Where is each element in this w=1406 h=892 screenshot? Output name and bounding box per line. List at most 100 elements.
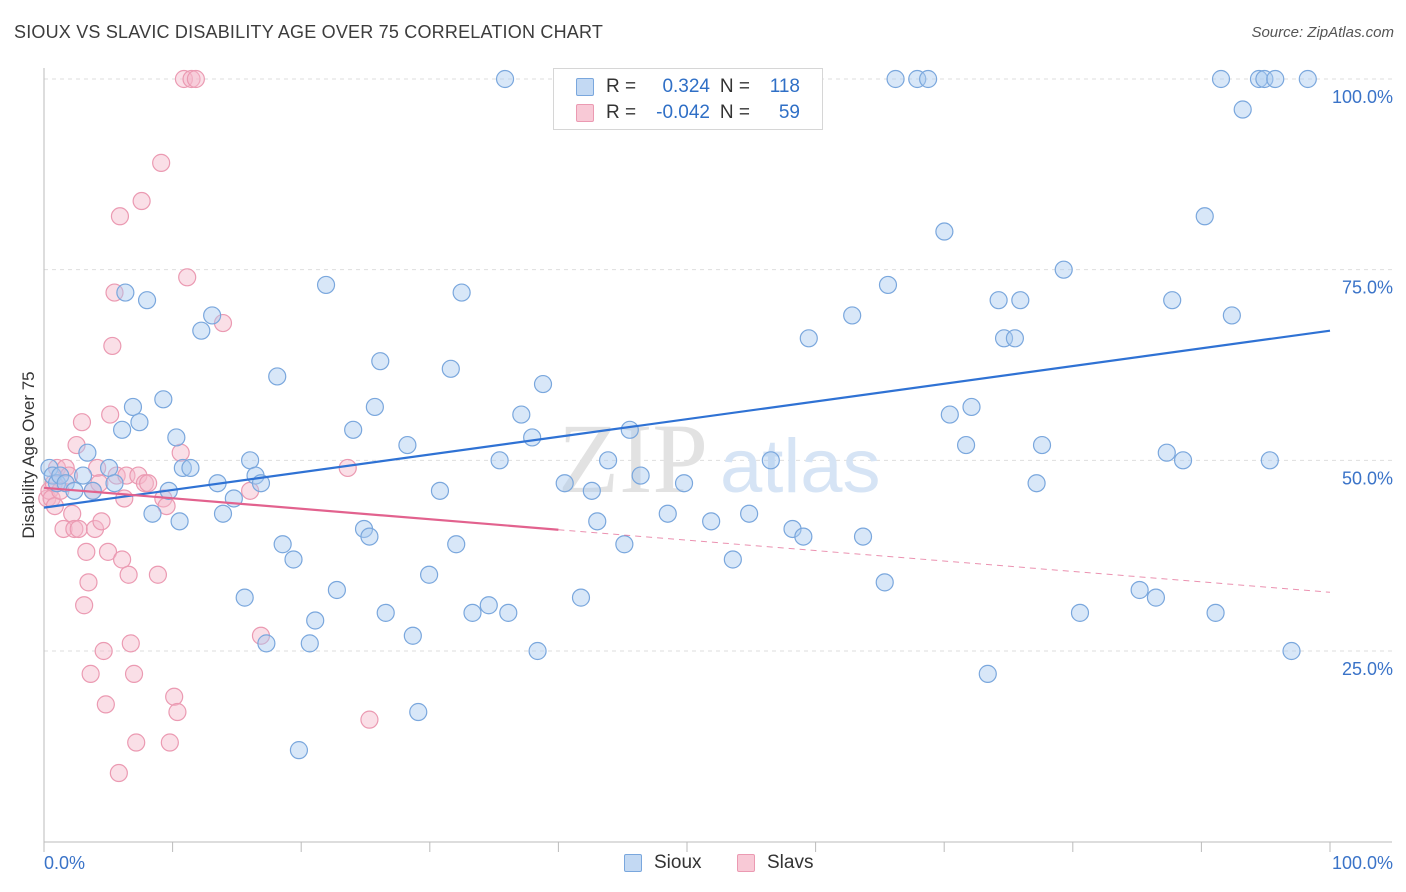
- sioux-point: [213, 504, 233, 523]
- sioux-point: [344, 420, 363, 439]
- slavs-point: [186, 69, 205, 89]
- sioux-point: [327, 580, 346, 600]
- sioux-point: [420, 565, 439, 584]
- slavs-trend-extension: [558, 529, 1331, 593]
- legend-item-sioux[interactable]: Sioux: [624, 852, 702, 874]
- slavs-point: [129, 466, 148, 485]
- sioux-point: [956, 435, 976, 455]
- axes: [43, 68, 1392, 852]
- sioux-point: [1249, 69, 1269, 89]
- legend-row-sioux: R = 0.324 N = 118: [576, 75, 800, 99]
- sioux-trend-line: [43, 329, 1331, 509]
- slavs-point: [79, 573, 98, 592]
- sioux-point: [940, 405, 959, 424]
- sioux-point: [799, 329, 818, 348]
- sioux-point: [376, 603, 395, 622]
- sioux-point: [268, 367, 287, 386]
- slavs-point: [65, 519, 84, 539]
- sioux-point: [582, 481, 601, 500]
- watermark-atlas: atlas: [720, 424, 881, 509]
- sioux-point: [761, 451, 780, 470]
- sioux-point: [398, 435, 417, 455]
- n-label: N =: [719, 76, 750, 97]
- sioux-point: [1255, 69, 1274, 89]
- sioux-point: [533, 374, 553, 394]
- y-tick-label: 75.0%: [1342, 278, 1393, 298]
- slavs-point: [105, 283, 124, 302]
- slavs-point: [168, 702, 187, 722]
- sioux-point: [1005, 329, 1024, 348]
- slavs-point: [160, 733, 179, 752]
- y-tick-label: 50.0%: [1342, 468, 1393, 488]
- n-value: 118: [769, 76, 800, 97]
- sioux-point: [702, 512, 721, 531]
- sioux-point: [192, 321, 211, 340]
- slavs-point: [119, 565, 138, 584]
- slavs-point: [77, 542, 96, 561]
- slavs-legend-label: Slavs: [767, 852, 814, 873]
- slavs-point: [54, 519, 73, 539]
- sioux-point: [170, 512, 189, 531]
- sioux-point: [1195, 207, 1214, 226]
- grid-lines: [44, 78, 1392, 652]
- sioux-point: [130, 413, 149, 432]
- r-value: -0.042: [656, 102, 710, 123]
- sioux-point: [365, 397, 384, 417]
- tick-labels: 25.0% 50.0% 75.0% 100.0% 0.0% 100.0%: [44, 87, 1393, 873]
- sioux-point: [1011, 291, 1030, 310]
- sioux-point: [203, 306, 222, 325]
- sioux-point: [1266, 69, 1285, 89]
- sioux-point: [1130, 580, 1149, 600]
- sioux-point: [490, 451, 509, 470]
- sioux-point: [137, 291, 157, 310]
- r-value: 0.324: [662, 76, 710, 97]
- sioux-point: [154, 390, 173, 409]
- sioux-point: [441, 359, 460, 378]
- slavs-point: [178, 268, 197, 287]
- sioux-point: [316, 275, 336, 295]
- sioux-point: [935, 222, 954, 241]
- sioux-point: [723, 550, 742, 569]
- slavs-point: [109, 763, 128, 783]
- slavs-point: [72, 413, 92, 432]
- sioux-point: [105, 474, 124, 493]
- slavs-point: [338, 458, 357, 478]
- sioux-point: [989, 291, 1008, 310]
- sioux-point: [479, 596, 498, 615]
- sioux-point: [962, 397, 981, 417]
- sioux-point: [241, 451, 260, 470]
- sioux-point: [1146, 588, 1166, 607]
- sioux-point: [99, 458, 119, 478]
- sioux-legend-label: Sioux: [654, 852, 702, 873]
- sioux-point: [123, 397, 143, 417]
- legend-row-slavs: R = -0.042 N = 59: [576, 101, 800, 125]
- sioux-point: [919, 69, 938, 89]
- slavs-point: [171, 443, 190, 462]
- series-legend: Sioux Slavs: [0, 852, 1406, 876]
- slavs-point: [103, 336, 122, 356]
- r-label: R =: [606, 102, 637, 123]
- sioux-point: [73, 466, 93, 485]
- sioux-point: [843, 306, 862, 325]
- sioux-point: [875, 573, 894, 592]
- slavs-point: [85, 519, 105, 539]
- r-label: R =: [606, 76, 637, 97]
- sioux-point: [430, 481, 450, 500]
- slavs-point: [152, 153, 171, 172]
- sioux-point: [452, 283, 471, 302]
- sioux-point: [674, 474, 694, 493]
- sioux-point: [658, 504, 677, 523]
- sioux-point: [878, 275, 898, 295]
- sioux-point: [994, 329, 1014, 348]
- sioux-point: [1206, 603, 1225, 622]
- sioux-point: [1260, 451, 1279, 470]
- trend-lines: [43, 329, 1331, 593]
- legend-item-slavs[interactable]: Slavs: [737, 852, 813, 874]
- slavs-point: [139, 474, 158, 493]
- sioux-point: [284, 550, 303, 569]
- sioux-point: [555, 474, 574, 493]
- sioux-point: [1054, 260, 1073, 279]
- slavs-point: [69, 519, 88, 539]
- n-label: N =: [719, 102, 750, 123]
